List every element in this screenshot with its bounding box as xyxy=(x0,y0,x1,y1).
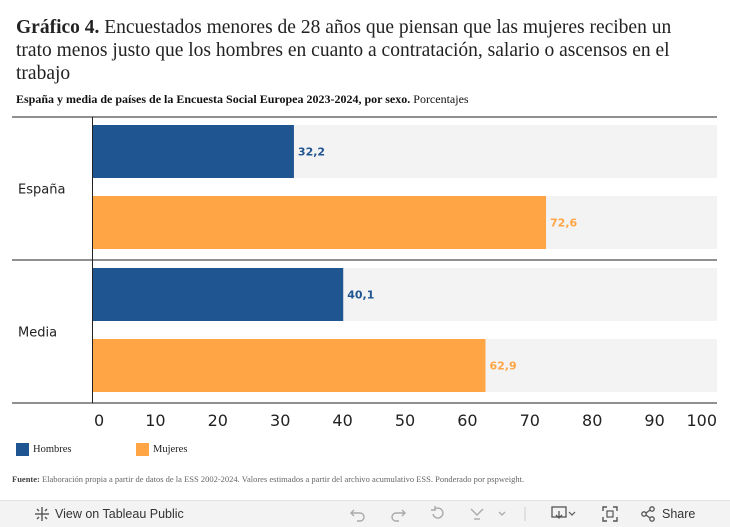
legend-label-hombres: Hombres xyxy=(33,444,72,455)
subtitle-unit: Porcentajes xyxy=(413,92,469,106)
x-tick-label: 90 xyxy=(644,411,664,430)
revert-icon xyxy=(431,506,444,519)
x-tick-label: 70 xyxy=(520,411,540,430)
title-text: Encuestados menores de 28 años que piens… xyxy=(16,17,672,84)
share-label: Share xyxy=(662,507,696,521)
bar-chart: España 32,2 72,6 Media 40,1 62,9 0 10 20 30 40 50 60… xyxy=(12,116,717,430)
legend-swatch-mujeres xyxy=(136,443,149,456)
redo-button[interactable] xyxy=(389,506,407,522)
category-label-espana: España xyxy=(18,183,65,198)
tableau-toolbar: View on Tableau Public xyxy=(0,500,730,527)
legend-label-mujeres: Mujeres xyxy=(153,444,188,455)
pause-icon xyxy=(470,508,484,520)
x-tick-label: 80 xyxy=(582,411,602,430)
more-options-button[interactable] xyxy=(496,506,508,522)
data-label-hombres-media: 40,1 xyxy=(347,289,374,302)
separator xyxy=(523,506,527,522)
x-tick-label: 10 xyxy=(145,411,165,430)
bar-mujeres-media xyxy=(93,339,486,392)
view-on-tableau-label: View on Tableau Public xyxy=(55,507,184,521)
revert-button[interactable] xyxy=(429,506,447,522)
legend-swatch-hombres xyxy=(16,443,29,456)
tableau-logo-icon xyxy=(35,507,49,521)
bar-hombres-espana xyxy=(93,125,294,178)
fullscreen-icon xyxy=(602,506,618,522)
category-label-media: Media xyxy=(18,326,57,341)
data-label-hombres-espana: 32,2 xyxy=(298,146,325,159)
legend: Hombres Mujeres xyxy=(16,443,416,461)
undo-icon xyxy=(350,509,365,522)
data-label-mujeres-espana: 72,6 xyxy=(550,217,577,230)
fullscreen-button[interactable] xyxy=(602,506,618,522)
download-icon xyxy=(551,506,567,519)
pause-button[interactable] xyxy=(468,506,486,522)
source-note: Fuente: Elaboración propia a partir de d… xyxy=(12,474,712,484)
redo-icon xyxy=(391,509,406,522)
x-tick-label: 100 xyxy=(686,411,717,430)
download-button[interactable] xyxy=(551,506,577,522)
share-icon xyxy=(641,506,655,522)
legend-item-mujeres[interactable]: Mujeres xyxy=(136,443,187,456)
data-label-mujeres-media: 62,9 xyxy=(489,360,516,373)
x-tick-label: 20 xyxy=(208,411,228,430)
x-tick-label: 30 xyxy=(270,411,290,430)
title-lead: Gráfico 4. xyxy=(16,17,100,38)
x-tick-label: 40 xyxy=(332,411,352,430)
download-chevron-icon xyxy=(568,511,576,516)
share-button[interactable]: Share xyxy=(640,506,695,522)
divider-icon xyxy=(524,507,526,521)
x-tick-label: 60 xyxy=(457,411,477,430)
subtitle-bold: España y media de países de la Encuesta … xyxy=(16,92,411,106)
x-tick-label: 50 xyxy=(395,411,415,430)
legend-item-hombres[interactable]: Hombres xyxy=(16,443,72,456)
view-on-tableau-button[interactable]: View on Tableau Public xyxy=(34,506,184,522)
chart-subtitle: España y media de países de la Encuesta … xyxy=(16,92,716,107)
source-text: Elaboración propia a partir de datos de … xyxy=(41,474,525,484)
chart-title: Gráfico 4. Encuestados menores de 28 año… xyxy=(16,16,706,85)
bar-hombres-media xyxy=(93,268,344,321)
chevron-down-icon xyxy=(498,511,506,516)
source-label: Fuente: xyxy=(12,474,40,484)
x-tick-label: 0 xyxy=(94,411,104,430)
bar-mujeres-espana xyxy=(93,196,547,249)
undo-button[interactable] xyxy=(349,506,367,522)
